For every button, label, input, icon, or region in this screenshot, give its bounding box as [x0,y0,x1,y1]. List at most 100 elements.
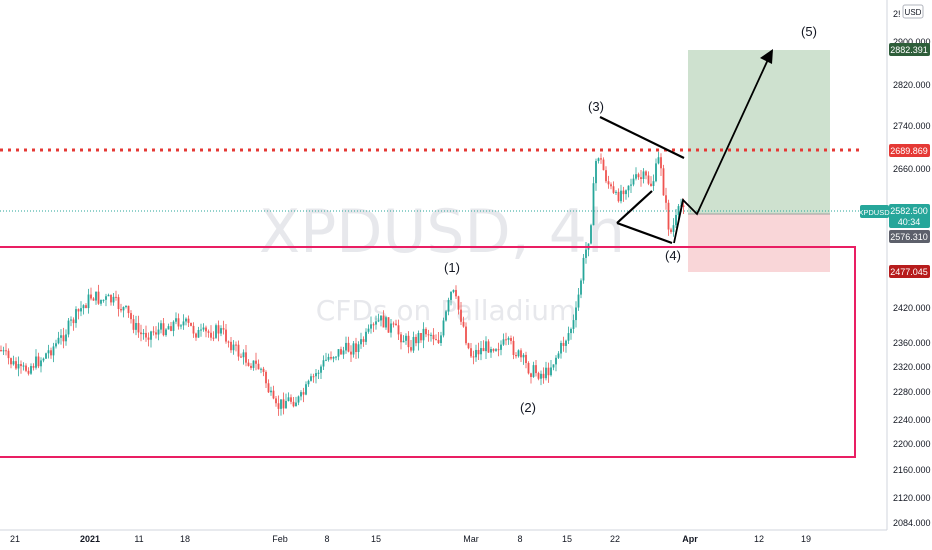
candle-body [160,323,162,330]
candle-body [377,320,380,322]
candle-body [187,318,190,323]
candle-body [430,334,432,336]
candle-body [260,368,262,370]
projection-path[interactable] [673,52,772,244]
candle-body [72,319,75,324]
candle-body [630,184,632,186]
last-price-text: 2582.500 [890,206,928,216]
time-tick: 12 [754,534,764,544]
candle-body [415,336,417,344]
candle-body [552,364,555,368]
candle-body [57,337,60,344]
candle-body [435,339,437,341]
candle-body [550,367,552,376]
candle-body [132,319,135,330]
candle-body [312,376,315,378]
candle-body [665,195,667,203]
candle-body [507,338,510,340]
candle-body [362,339,365,342]
time-axis[interactable]: 21 2021 11 18 Feb 8 15 Mar 8 15 22 Apr 1… [0,529,887,550]
price-axis[interactable]: 2! 2900.000 2820.000 2740.000 2660.000 2… [886,0,932,550]
candle-body [100,299,102,304]
candle-body [162,323,165,336]
candle-body [650,183,652,187]
candle-body [510,338,512,341]
symbol-tag-text: XPDUSD [858,208,890,217]
candle-body [562,342,565,346]
candle-body [147,337,150,340]
candle-body [477,349,480,355]
candle-body [392,323,395,325]
candle-body [287,397,290,401]
candle-body [505,339,507,341]
currency-badge[interactable] [902,4,924,19]
candle-body [192,325,195,334]
candle-body [555,357,557,365]
target-zone[interactable] [688,50,830,214]
price-tick: 2660.000 [893,164,931,174]
candle-body [410,347,412,351]
candle-body [497,349,500,351]
candle-body [412,336,415,351]
candle-body [557,353,560,358]
candle-body [607,181,610,185]
candle-body [632,178,635,185]
stop-zone[interactable] [688,214,830,272]
stop-price-tag [889,265,930,278]
candle-body [360,339,362,345]
candle-body [62,335,65,342]
candle-body [425,328,427,335]
candle-body [432,334,435,340]
candle-body [202,327,205,330]
candle-body [70,319,72,321]
candle-body [220,328,222,334]
candle-body [50,350,52,356]
candle-body [110,294,112,303]
candle-body [185,318,187,322]
candle-body [475,349,477,358]
candle-body [500,344,502,350]
candle-body [527,362,530,374]
price-tick: 2360.000 [893,338,931,348]
range-box[interactable] [0,246,856,458]
candle-body [247,362,250,366]
candle-body [170,326,172,331]
candle-body [87,294,90,309]
candle-body [92,298,95,301]
candle-body [420,332,422,341]
time-tick: 15 [371,534,381,544]
candle-body [597,158,600,162]
candle-body [602,159,605,171]
candle-body [370,324,372,329]
candle-body [437,339,440,344]
candle-body [105,296,107,300]
candle-body [335,356,337,358]
candle-body [200,329,202,331]
candle-body [585,249,587,258]
candle-body [405,335,407,341]
candle-body [542,373,545,379]
candle-body [570,328,572,334]
candle-body [515,354,517,357]
candle-body [652,181,655,187]
price-tick: 2084.000 [893,518,931,528]
candle-body [17,364,20,369]
candle-body [222,328,225,330]
triangle-pattern[interactable] [599,116,685,245]
candle-body [42,358,45,361]
candle-body [625,190,627,195]
candle-body [155,332,157,335]
candle-body [662,168,665,196]
candle-body [112,296,115,303]
candle-body [310,376,312,381]
candle-body [297,396,300,403]
candle-body [470,348,472,357]
candle-body [37,356,40,367]
candle-body [35,356,37,368]
candle-body [207,331,210,333]
price-tick: 2900.000 [893,37,931,47]
candle-body [670,229,672,232]
candle-body [462,321,465,327]
stop-price-text: 2477.045 [890,267,928,277]
